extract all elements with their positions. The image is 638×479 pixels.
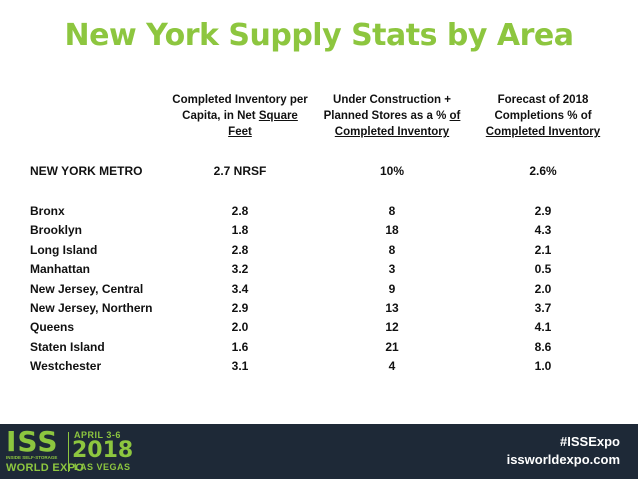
inventory-per-capita-value: 3.4 <box>231 281 249 296</box>
under-construction-value: 4 <box>388 359 396 374</box>
inventory-per-capita-value: 2.8 <box>231 204 249 218</box>
forecast-value: 2.0 <box>534 281 552 296</box>
forecast-value: 2.1 <box>534 242 552 257</box>
area-name: New Jersey, Northern <box>30 301 153 315</box>
table-row: Bronx 2.8 8 2.9 <box>0 204 638 222</box>
inventory-per-capita-value: 2.0 <box>231 320 249 335</box>
under-construction-value: 12 <box>385 320 399 335</box>
table-row: Manhattan 3.2 3 0.5 <box>0 262 638 280</box>
inventory-per-capita-value: 2.9 <box>231 301 249 315</box>
under-construction-value: 21 <box>385 339 399 354</box>
forecast-value: 3.7 <box>534 301 552 315</box>
event-city: LAS VEGAS <box>74 462 131 472</box>
iss-logo-worldexpo: WORLD EXPO <box>6 462 85 474</box>
inventory-per-capita-value: 1.6 <box>231 339 249 354</box>
event-dates: APRIL 3-6 <box>74 430 121 440</box>
table-row: New Jersey, Northern 2.9 13 3.7 <box>0 301 638 319</box>
forecast-value: 2.9 <box>534 204 552 218</box>
forecast-value: 8.6 <box>534 339 552 354</box>
table-row: New Jersey, Central 3.4 9 2.0 <box>0 282 638 300</box>
metro-name: NEW YORK METRO <box>30 164 143 178</box>
website-link[interactable]: issworldexpo.com <box>506 452 620 467</box>
column-header-forecast-2018: Forecast of 2018 Completions % of Comple… <box>485 94 601 138</box>
footer-banner: ISS INSIDE SELF-STORAGE WORLD EXPO APRIL… <box>0 424 638 479</box>
area-name: Long Island <box>30 242 98 257</box>
hashtag: #ISSExpo <box>560 434 620 449</box>
under-construction-value: 8 <box>388 242 396 257</box>
inventory-per-capita-value: 2.8 <box>231 242 249 257</box>
inventory-per-capita-value: 3.2 <box>231 262 249 277</box>
area-name: New Jersey, Central <box>30 281 144 296</box>
forecast-value: 4.3 <box>534 223 552 238</box>
under-construction-value: 13 <box>385 301 399 315</box>
under-construction-value: 18 <box>385 223 399 238</box>
area-name: Brooklyn <box>30 223 83 238</box>
metro-forecast: 2.6% <box>529 164 557 178</box>
logo-divider <box>68 432 69 472</box>
event-year: 2018 <box>72 438 134 463</box>
column-header-inventory-per-capita: Completed Inventory per Capita, in Net S… <box>172 94 308 138</box>
forecast-value: 4.1 <box>534 320 552 335</box>
column-header-under-construction: Under Construction + Planned Stores as a… <box>323 94 461 138</box>
iss-logo: ISS <box>6 425 59 458</box>
under-construction-value: 8 <box>388 204 396 218</box>
page-title: New York Supply Stats by Area <box>64 18 575 53</box>
table-row: Westchester 3.1 4 1.0 <box>0 359 638 377</box>
area-name: Bronx <box>30 204 65 218</box>
metro-row: NEW YORK METRO 2.7 NRSF 10% 2.6% <box>0 164 638 182</box>
table-row: Staten Island 1.6 21 8.6 <box>0 340 638 358</box>
table-row: Brooklyn 1.8 18 4.3 <box>0 223 638 241</box>
table-row: Queens 2.0 12 4.1 <box>0 320 638 338</box>
under-construction-value: 9 <box>388 281 396 296</box>
forecast-value: 1.0 <box>534 359 552 374</box>
area-name: Manhattan <box>30 262 90 277</box>
inventory-per-capita-value: 1.8 <box>231 223 249 238</box>
metro-inventory-per-capita: 2.7 NRSF <box>213 164 267 178</box>
under-construction-value: 3 <box>388 262 396 277</box>
area-name: Queens <box>30 320 75 335</box>
forecast-value: 0.5 <box>534 262 552 277</box>
metro-under-construction: 10% <box>379 164 405 178</box>
area-name: Staten Island <box>30 339 105 354</box>
inventory-per-capita-value: 3.1 <box>231 359 249 374</box>
area-name: Westchester <box>30 359 102 374</box>
iss-logo-subtext: INSIDE SELF-STORAGE <box>6 455 58 460</box>
table-row: Long Island 2.8 8 2.1 <box>0 243 638 261</box>
